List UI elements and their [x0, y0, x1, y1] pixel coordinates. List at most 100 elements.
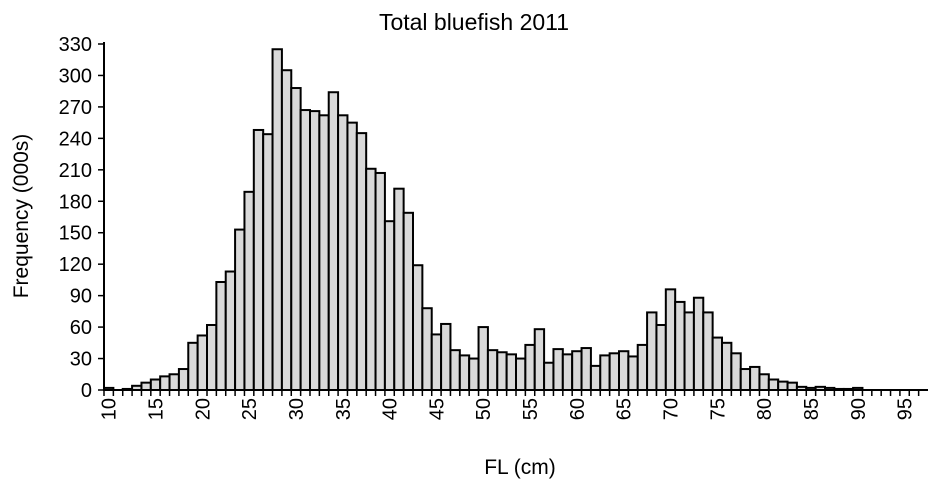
- x-tick-label: 95: [895, 398, 917, 420]
- y-tick-label: 150: [59, 223, 92, 245]
- x-tick-label: 60: [567, 398, 589, 420]
- bar: [777, 380, 789, 391]
- bar: [430, 333, 443, 391]
- bar: [721, 341, 733, 391]
- bar: [449, 349, 461, 391]
- y-tick-label: 300: [59, 65, 92, 87]
- bar: [683, 311, 695, 391]
- bar: [543, 361, 555, 391]
- x-tick-label: 65: [614, 398, 636, 420]
- bar: [327, 91, 340, 391]
- x-tick-label: 50: [473, 398, 495, 420]
- bar: [337, 114, 349, 391]
- bar: [262, 133, 274, 391]
- x-tick-label: 40: [380, 398, 402, 420]
- bar: [505, 353, 517, 391]
- bar: [692, 296, 705, 392]
- bar: [608, 352, 620, 392]
- y-tick-label: 90: [70, 286, 92, 308]
- bar: [458, 354, 471, 391]
- bar: [393, 187, 405, 391]
- bar: [730, 352, 742, 392]
- x-tick-label: 75: [707, 398, 729, 420]
- bar: [149, 378, 162, 391]
- bar: [299, 109, 311, 392]
- bar: [571, 350, 583, 391]
- y-tick-label: 180: [59, 191, 92, 213]
- bar: [206, 323, 218, 391]
- bar: [711, 336, 723, 391]
- bar: [365, 167, 377, 391]
- y-tick-label: 210: [59, 160, 92, 182]
- x-tick-label: 10: [99, 398, 121, 420]
- x-tick-label: 35: [333, 398, 355, 420]
- y-tick-label: 270: [59, 97, 92, 119]
- x-tick-label: 85: [801, 398, 823, 420]
- bar: [674, 300, 686, 391]
- bar: [243, 190, 255, 391]
- bar: [355, 132, 368, 391]
- bar: [767, 378, 780, 391]
- bar: [580, 347, 592, 391]
- bar: [215, 281, 227, 392]
- bar: [486, 349, 499, 391]
- bar: [636, 343, 649, 392]
- bar: [168, 373, 180, 392]
- y-axis-label: Frequency (000s): [10, 134, 33, 299]
- bar: [655, 323, 667, 391]
- x-tick-label: 15: [146, 398, 168, 420]
- bar: [177, 368, 190, 391]
- bar: [318, 114, 330, 391]
- bar: [552, 348, 564, 392]
- bar: [159, 375, 171, 391]
- bar: [224, 270, 237, 391]
- x-tick-label: 70: [661, 398, 683, 420]
- bar: [271, 48, 283, 391]
- bar: [234, 228, 246, 391]
- bar: [739, 368, 752, 391]
- y-tick-label: 0: [81, 380, 92, 402]
- y-tick-label: 60: [70, 317, 92, 339]
- bar: [515, 357, 527, 391]
- y-tick-label: 330: [59, 34, 92, 56]
- bar: [187, 341, 199, 391]
- bar: [599, 354, 611, 391]
- bar: [440, 322, 452, 392]
- bar: [589, 364, 602, 392]
- bar: [290, 87, 302, 391]
- bar: [786, 381, 798, 392]
- bar: [702, 311, 714, 391]
- bar: [402, 211, 414, 391]
- bar: [758, 373, 770, 392]
- bar: [309, 110, 321, 391]
- x-tick-label: 55: [520, 398, 542, 420]
- bar: [252, 128, 265, 391]
- bar: [561, 353, 574, 391]
- y-tick-label: 240: [59, 128, 92, 150]
- bar: [346, 121, 358, 392]
- bar: [749, 365, 761, 391]
- bar: [374, 171, 386, 391]
- bar: [140, 381, 152, 392]
- x-tick-label: 45: [426, 398, 448, 420]
- bar: [477, 326, 489, 392]
- bar: [412, 264, 424, 392]
- bar: [627, 355, 639, 391]
- x-axis-label: FL (cm): [484, 456, 556, 479]
- x-tick-label: 25: [239, 398, 261, 420]
- y-tick-label: 30: [70, 349, 92, 371]
- x-tick-label: 30: [286, 398, 308, 420]
- x-tick-label: 80: [754, 398, 776, 420]
- bar: [280, 69, 293, 391]
- bar: [533, 328, 546, 391]
- bar: [196, 334, 209, 392]
- bar: [524, 343, 536, 392]
- bar: [646, 311, 658, 391]
- bar: [421, 307, 433, 391]
- bar: [664, 288, 677, 392]
- bar: [383, 220, 396, 391]
- bar: [618, 350, 630, 391]
- bar: [468, 357, 480, 391]
- bar: [496, 351, 508, 391]
